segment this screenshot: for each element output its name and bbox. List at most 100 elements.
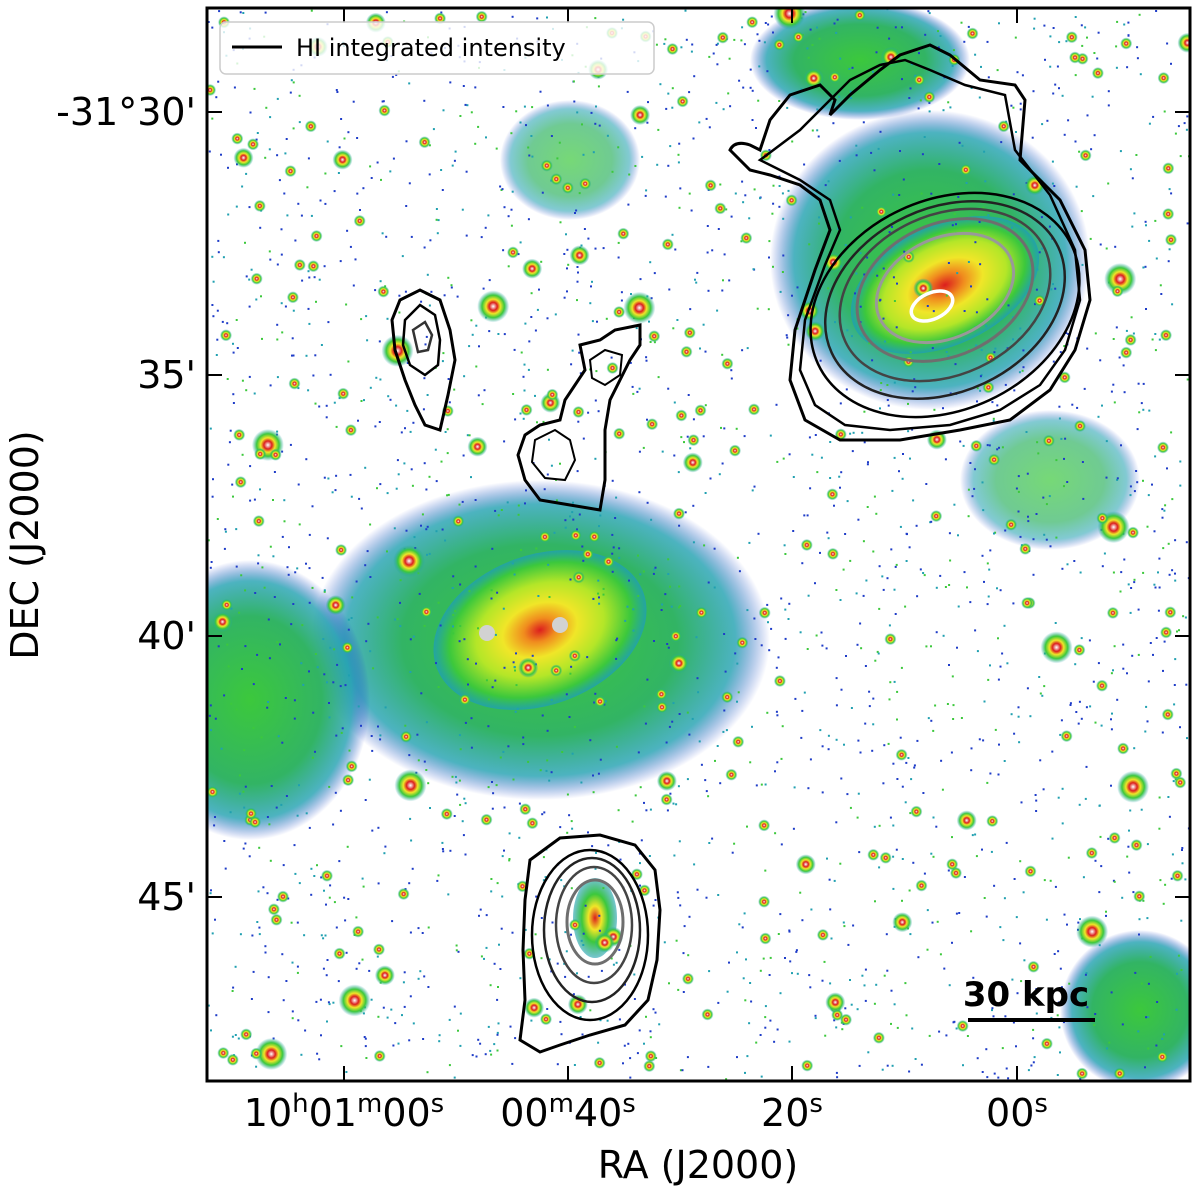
noise-pixel [1142, 382, 1145, 385]
noise-pixel [979, 263, 982, 266]
noise-pixel [611, 479, 614, 482]
halo-right-mid [960, 410, 1140, 550]
noise-pixel [635, 327, 638, 330]
noise-pixel [981, 1071, 984, 1073]
noise-pixel [954, 363, 957, 366]
noise-pixel [536, 17, 539, 20]
noise-pixel [610, 356, 613, 359]
noise-pixel [324, 934, 327, 937]
noise-pixel [1177, 125, 1180, 128]
noise-pixel [348, 674, 350, 677]
noise-pixel [774, 832, 777, 835]
noise-pixel [663, 941, 666, 944]
noise-pixel [1136, 57, 1139, 60]
noise-pixel [957, 605, 960, 608]
noise-pixel [365, 315, 368, 318]
noise-pixel [333, 190, 336, 193]
noise-pixel [618, 1018, 621, 1021]
noise-pixel [919, 99, 922, 102]
noise-pixel [1018, 741, 1021, 744]
star [725, 768, 738, 781]
noise-pixel [528, 154, 531, 157]
star [420, 605, 433, 618]
noise-pixel [892, 855, 895, 858]
noise-pixel [913, 378, 916, 381]
noise-pixel [955, 912, 958, 915]
noise-pixel [379, 738, 382, 741]
noise-pixel [952, 49, 955, 52]
star [617, 227, 630, 240]
noise-pixel [996, 69, 999, 72]
noise-pixel [436, 232, 439, 235]
noise-pixel [751, 725, 753, 728]
noise-pixel [1067, 119, 1070, 122]
noise-pixel [262, 886, 265, 889]
noise-pixel [1069, 704, 1072, 706]
noise-pixel [930, 520, 933, 523]
noise-pixel [758, 39, 761, 42]
noise-pixel [767, 23, 770, 26]
star [226, 1053, 239, 1066]
noise-pixel [594, 457, 597, 460]
noise-pixel [820, 456, 823, 459]
noise-pixel [1158, 338, 1161, 341]
noise-pixel [1060, 986, 1063, 989]
noise-pixel [248, 375, 251, 378]
noise-pixel [923, 136, 926, 138]
noise-pixel [1051, 750, 1054, 753]
star [1040, 1037, 1053, 1050]
noise-pixel [1121, 1023, 1124, 1026]
noise-pixel [522, 417, 525, 420]
noise-pixel [277, 735, 280, 738]
noise-pixel [456, 793, 459, 796]
noise-pixel [970, 285, 972, 288]
noise-pixel [524, 322, 527, 325]
noise-pixel [702, 323, 705, 326]
noise-pixel [849, 559, 852, 562]
noise-pixel [749, 86, 752, 89]
noise-pixel [974, 833, 977, 836]
noise-pixel [1144, 1066, 1146, 1069]
star [701, 1008, 714, 1021]
noise-pixel [821, 979, 824, 982]
noise-pixel [888, 231, 891, 234]
noise-pixel [632, 629, 635, 632]
noise-pixel [276, 323, 279, 326]
noise-pixel [716, 309, 719, 312]
noise-pixel [599, 758, 602, 761]
noise-pixel [965, 182, 968, 184]
noise-pixel [448, 1018, 451, 1021]
noise-pixel [582, 153, 585, 156]
noise-pixel [783, 544, 786, 547]
noise-pixel [1057, 1001, 1060, 1004]
noise-pixel [921, 153, 924, 156]
noise-pixel [207, 1004, 210, 1007]
noise-pixel [699, 347, 701, 350]
noise-pixel [814, 434, 817, 436]
noise-pixel [491, 686, 494, 689]
noise-pixel [1168, 188, 1171, 191]
star [644, 1050, 657, 1063]
noise-pixel [536, 308, 539, 311]
noise-pixel [1027, 515, 1029, 518]
noise-pixel [1027, 520, 1030, 523]
noise-pixel [1170, 62, 1172, 65]
noise-pixel [607, 844, 610, 847]
noise-pixel [1061, 567, 1064, 570]
noise-pixel [527, 218, 530, 221]
noise-pixel [862, 540, 865, 543]
noise-pixel [624, 983, 626, 986]
noise-pixel [425, 769, 428, 771]
noise-pixel [592, 151, 595, 154]
noise-pixel [1138, 933, 1140, 936]
noise-pixel [1056, 1014, 1059, 1017]
noise-pixel [305, 562, 307, 565]
noise-pixel [371, 749, 374, 752]
noise-pixel [494, 633, 497, 636]
noise-pixel [642, 446, 645, 449]
noise-pixel [639, 278, 642, 281]
noise-pixel [1116, 20, 1119, 23]
noise-pixel [293, 844, 296, 847]
noise-pixel [997, 1076, 1000, 1079]
noise-pixel [679, 1069, 682, 1072]
